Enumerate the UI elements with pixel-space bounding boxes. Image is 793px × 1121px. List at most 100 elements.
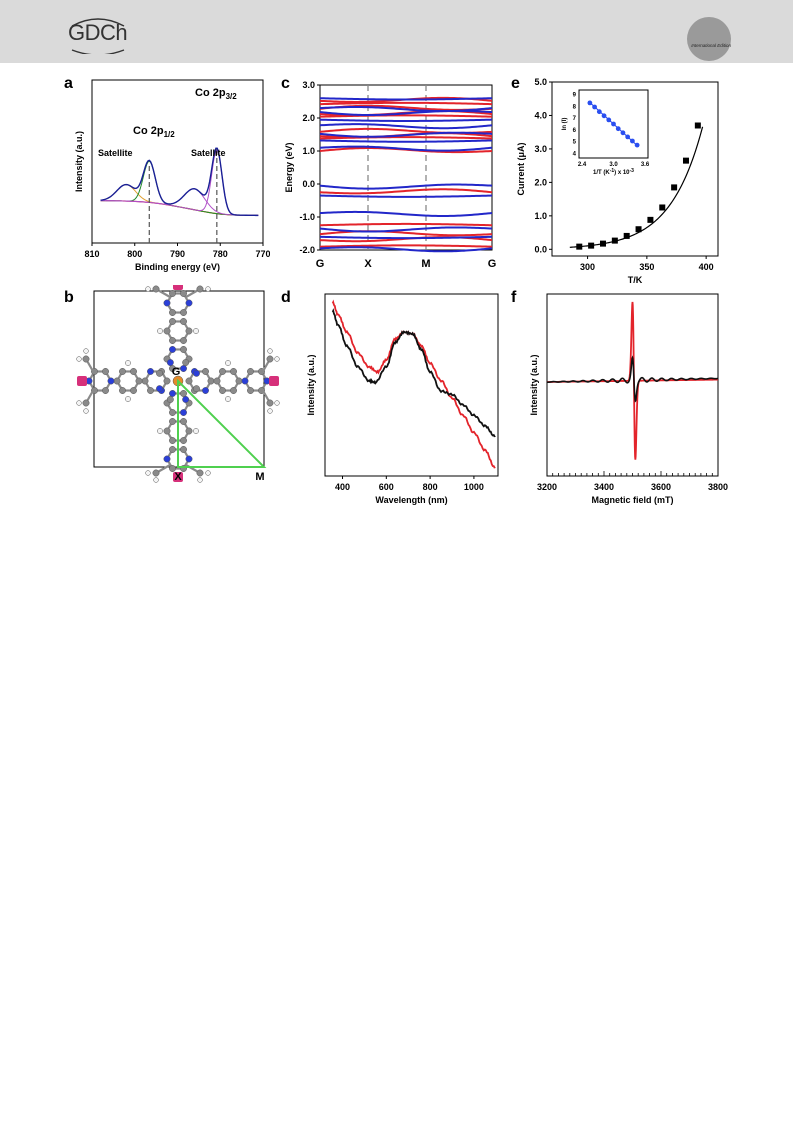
panel-b-carbon-atom bbox=[163, 427, 171, 435]
panel-b-carbon-atom bbox=[180, 346, 187, 353]
panel-c-band-chart: 3.0 2.0 1.0 0.0 -1.0 -2.0 Energy (eV) G X M G bbox=[284, 80, 496, 270]
panel-b-nitrogen-atom bbox=[163, 299, 171, 307]
panel-b-carbon-atom bbox=[102, 387, 109, 394]
panel-c-band-line bbox=[319, 118, 493, 122]
panel-a-background-curve bbox=[100, 200, 259, 216]
panel-d-x-tick-label: 1000 bbox=[464, 482, 484, 492]
panel-b-nitrogen-atom bbox=[185, 455, 193, 463]
panel-b-carbon-atom bbox=[152, 469, 160, 477]
panel-b-carbon-atom bbox=[141, 377, 149, 385]
panel-e-inset-y-tick-label: 5 bbox=[573, 140, 577, 146]
panel-d-x-tick-label: 800 bbox=[423, 482, 438, 492]
panel-b-carbon-atom bbox=[180, 337, 187, 344]
panel-e-inset-x-tick-label: 3.6 bbox=[641, 162, 650, 168]
panel-b-carbon-atom bbox=[235, 377, 243, 385]
panel-f-x-axis-label: Magnetic field (mT) bbox=[591, 495, 673, 505]
panel-b-hydrogen-atom bbox=[83, 348, 89, 354]
panel-a-xps-chart: 810 800 790 780 770 Binding energy (eV) Intens… bbox=[74, 79, 270, 272]
panel-e-y-tick-label: 0.0 bbox=[534, 244, 547, 254]
panel-b-carbon-atom bbox=[207, 377, 215, 385]
panel-b-carbon-atom bbox=[163, 377, 171, 385]
panel-c-y-tick-label: 3.0 bbox=[302, 80, 315, 90]
panel-e-inset-x-tick-label: 3.0 bbox=[609, 162, 618, 168]
panel-a-frame bbox=[91, 79, 264, 244]
panel-c-band-line bbox=[319, 136, 493, 140]
panel-d-series-line bbox=[331, 308, 496, 438]
panel-e-y-axis-label: Current (μA) bbox=[516, 142, 526, 195]
edition-badge bbox=[687, 17, 731, 61]
panel-b-edge-atom bbox=[173, 472, 183, 482]
panel-b-hydrogen-atom bbox=[274, 356, 280, 362]
panel-b-carbon-atom bbox=[219, 368, 226, 375]
panel-b-carbon-atom bbox=[182, 359, 190, 366]
panel-b-carbon-atom bbox=[169, 437, 176, 444]
panel-b-carbon-atom bbox=[152, 285, 160, 293]
panel-a-x-tick-label: 780 bbox=[213, 249, 228, 259]
panel-b-hydrogen-atom bbox=[76, 356, 82, 362]
panel-b-carbon-atom bbox=[130, 368, 137, 375]
panel-a-fit-curve bbox=[100, 188, 259, 216]
panel-c-band-line bbox=[319, 97, 493, 101]
panel-e-inset-data-point bbox=[592, 104, 597, 110]
panel-c-band-line bbox=[319, 244, 493, 248]
panel-b-hydrogen-atom bbox=[153, 477, 159, 483]
panel-b-nitrogen-atom bbox=[193, 369, 200, 377]
panel-e-y-tick-label: 5.0 bbox=[534, 77, 547, 87]
panel-b-edge-atom bbox=[77, 376, 87, 386]
panel-e-data-point bbox=[635, 226, 642, 233]
panel-b-carbon-atom bbox=[180, 437, 187, 444]
panel-c-band-line bbox=[319, 131, 493, 138]
panel-b-hydrogen-atom bbox=[145, 286, 151, 292]
panel-e-inset-x-axis-label: 1/T (K-1) x 10-3 bbox=[593, 168, 634, 176]
panel-b-carbon-atom bbox=[169, 365, 176, 372]
panel-b-carbon-atom bbox=[169, 290, 176, 297]
panel-e-y-tick-label: 1.0 bbox=[534, 211, 547, 221]
panel-a-x-axis-label: Binding energy (eV) bbox=[135, 262, 220, 272]
panel-b-carbon-atom bbox=[135, 377, 143, 385]
panel-d-series-line bbox=[331, 299, 496, 469]
panel-b-nitrogen-atom bbox=[180, 409, 187, 416]
panel-b-hydrogen-atom bbox=[157, 328, 163, 334]
panel-b-hydrogen-atom bbox=[193, 328, 199, 334]
panel-b-hydrogen-atom bbox=[205, 286, 211, 292]
panel-e-inset-data-point bbox=[606, 117, 612, 123]
panel-b-carbon-atom bbox=[185, 327, 193, 335]
panel-b-carbon-atom bbox=[196, 469, 204, 477]
panel-c-y-tick-label: 2.0 bbox=[302, 113, 315, 123]
panel-c-band-line bbox=[319, 139, 493, 143]
panel-b-hydrogen-atom bbox=[157, 428, 163, 434]
panel-b-carbon-atom bbox=[119, 368, 126, 375]
panel-c-y-tick-label: -1.0 bbox=[299, 212, 315, 222]
panel-b-carbon-atom bbox=[219, 387, 226, 394]
panel-b-hydrogen-atom bbox=[197, 477, 203, 483]
panel-c-x-tick-label: X bbox=[364, 258, 372, 270]
logo-text: GDCh bbox=[68, 20, 128, 45]
panel-e-x-tick-label: 300 bbox=[580, 262, 595, 272]
panel-a-y-axis-label: Intensity (a.u.) bbox=[74, 131, 84, 192]
panel-f-x-tick-label: 3400 bbox=[594, 482, 614, 492]
panel-b-carbon-atom bbox=[180, 290, 187, 297]
panel-d-x-tick-label: 600 bbox=[379, 482, 394, 492]
panel-b-carbon-atom bbox=[180, 318, 187, 325]
panel-e-inset-data-point bbox=[601, 113, 607, 119]
panel-c-band-line bbox=[319, 226, 493, 233]
panel-a-envelope-curve bbox=[100, 147, 259, 217]
panel-b-carbon-atom bbox=[196, 285, 204, 293]
panel-b-nitrogen-atom bbox=[163, 455, 171, 463]
panel-b-carbon-atom bbox=[169, 465, 176, 472]
panel-e-current-chart: 300 350 400 0.0 1.0 2.0 3.0 4.0 5.0 T/K Current (μ… bbox=[516, 77, 719, 284]
panel-b-nitrogen-atom bbox=[166, 359, 174, 366]
panel-e-data-point bbox=[682, 157, 689, 164]
panel-d-y-axis-label: Intensity (a.u.) bbox=[306, 354, 316, 415]
panel-c-band-line bbox=[319, 210, 493, 217]
panel-c-band-line bbox=[319, 194, 493, 198]
panel-b-carbon-atom bbox=[185, 427, 193, 435]
panel-b-point-label-x: X bbox=[174, 471, 182, 483]
panel-b-hydrogen-atom bbox=[225, 396, 231, 402]
panel-b-hydrogen-atom bbox=[76, 400, 82, 406]
panel-b-edge-atom bbox=[269, 376, 279, 386]
panel-e-frame bbox=[551, 81, 719, 257]
panel-b-carbon-atom bbox=[180, 418, 187, 425]
panel-c-band-line bbox=[319, 145, 493, 152]
panel-b-nitrogen-atom bbox=[241, 377, 249, 385]
